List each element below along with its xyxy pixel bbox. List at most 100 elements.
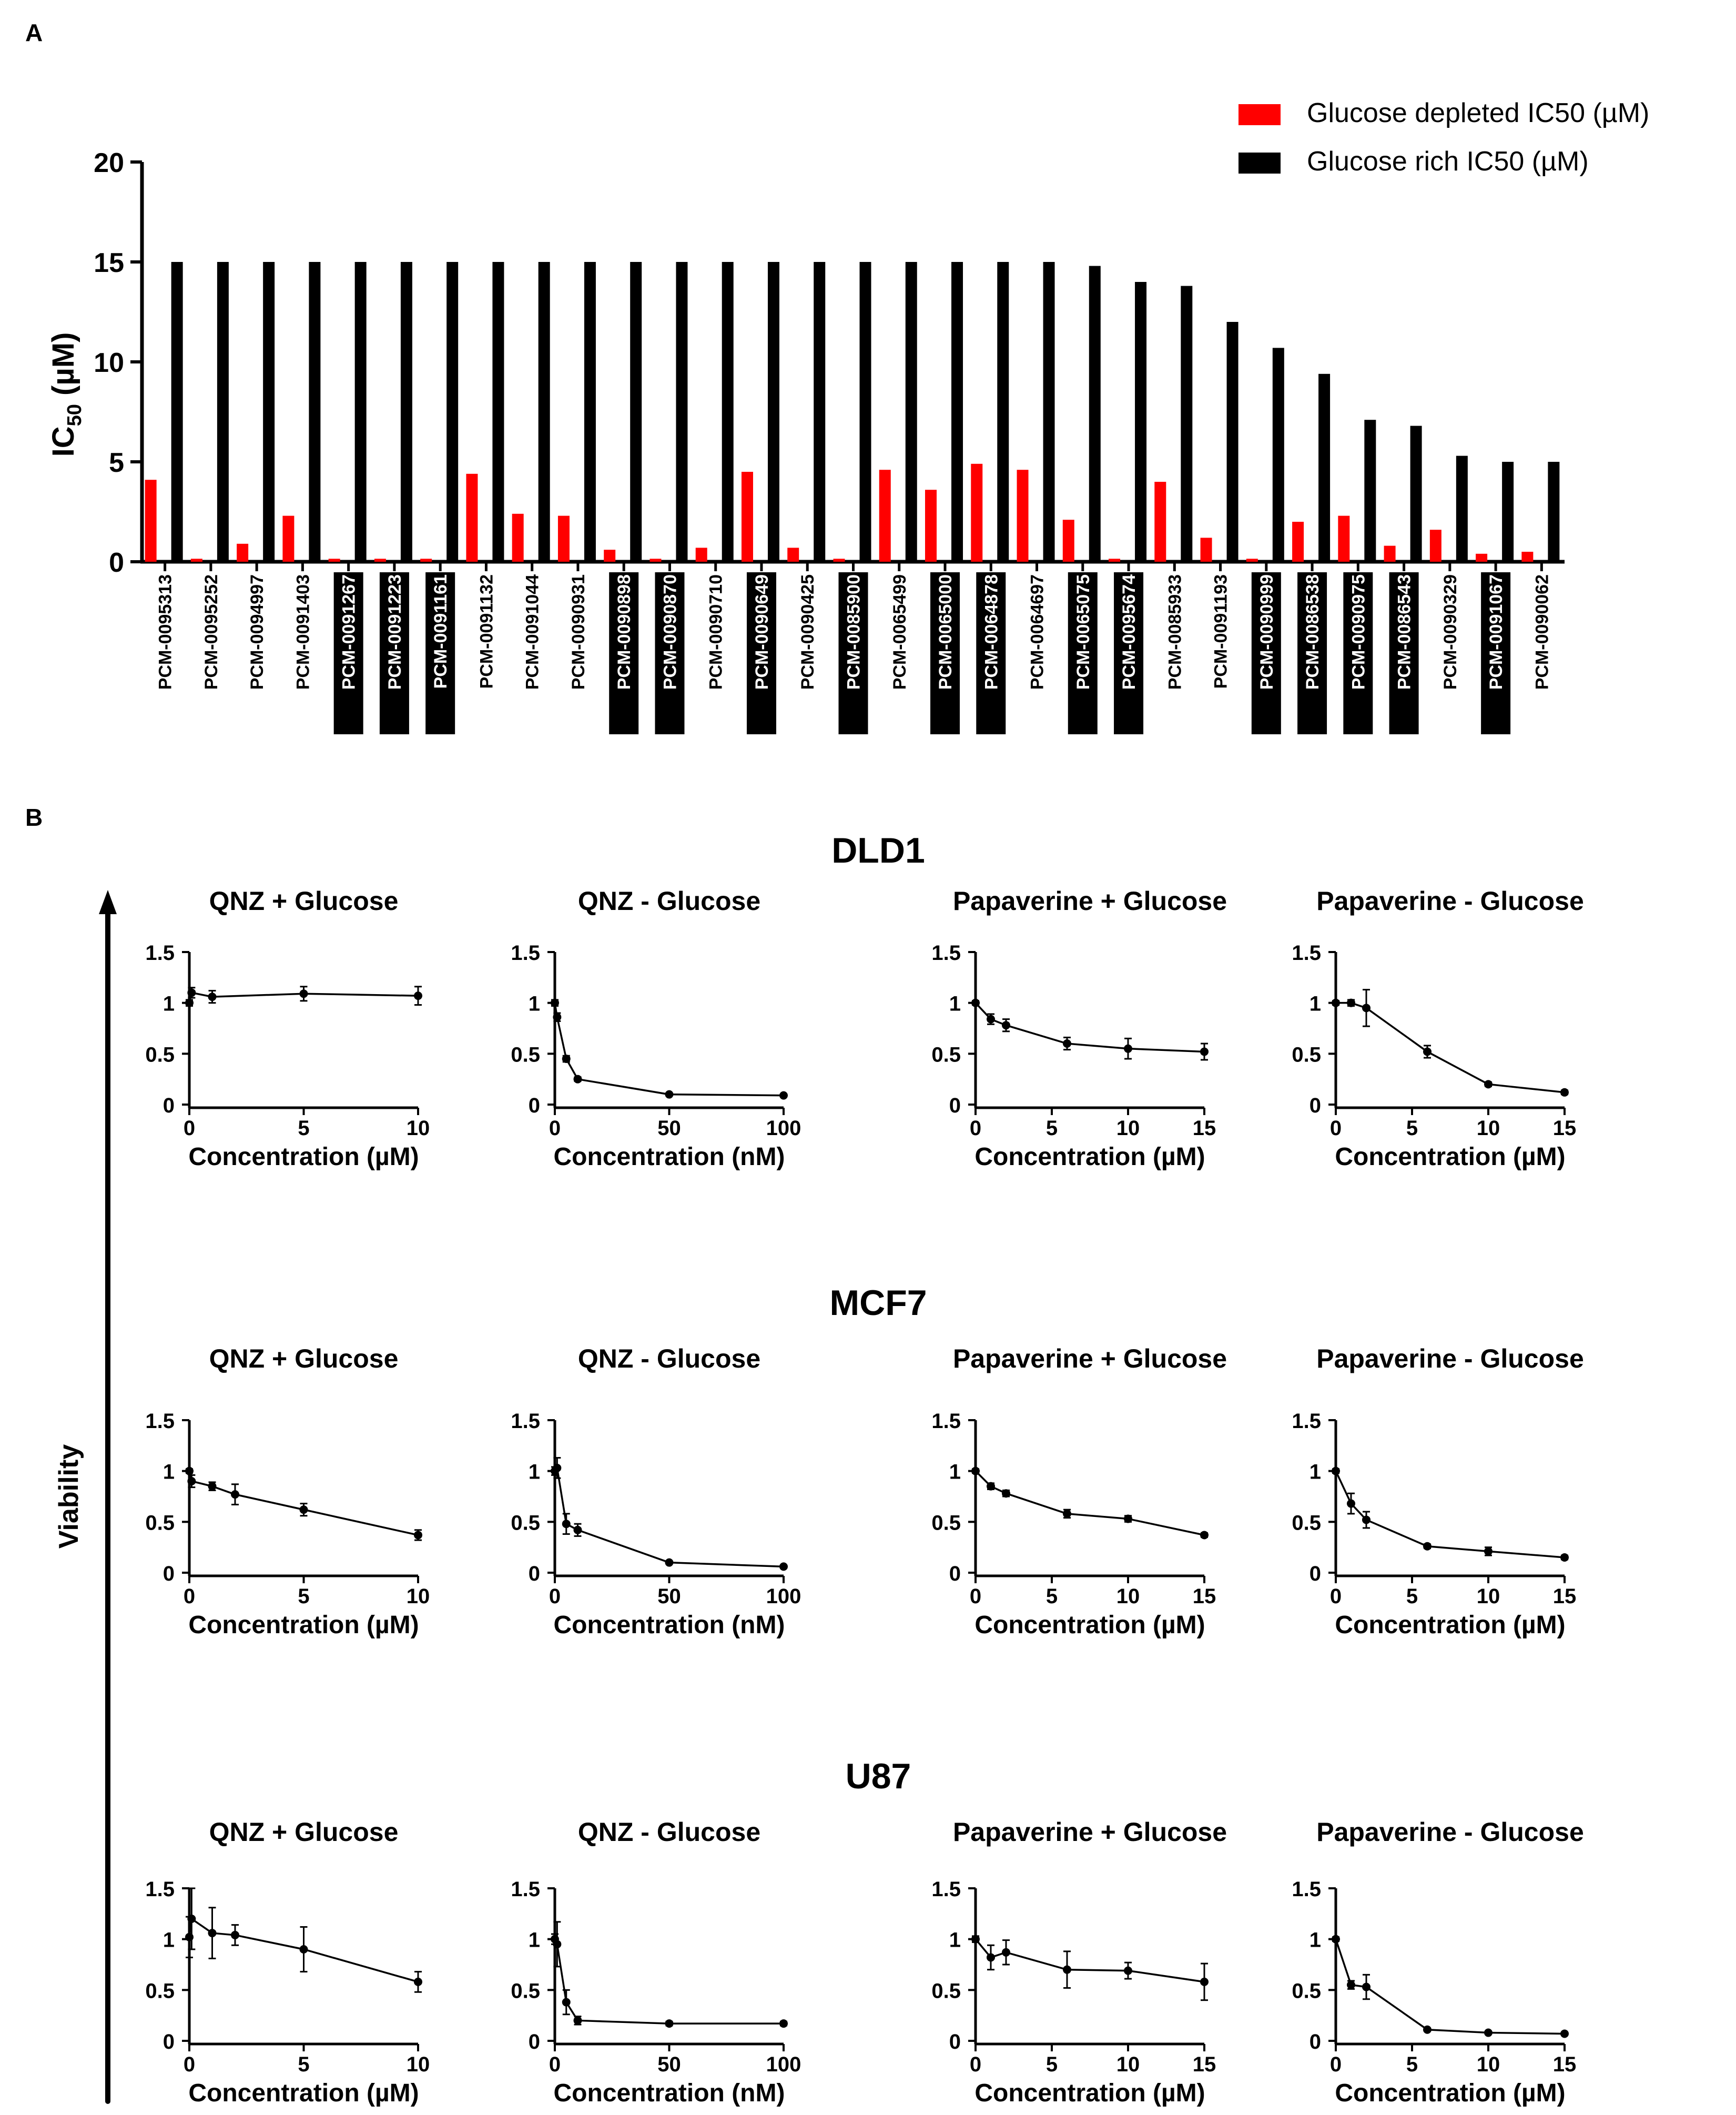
subplot-y-tick-label: 1 bbox=[163, 993, 175, 1016]
bar-depleted bbox=[1384, 545, 1396, 562]
bar-rich bbox=[217, 262, 229, 562]
subplot-y-tick-label: 0 bbox=[949, 1562, 961, 1585]
bar-depleted bbox=[374, 559, 386, 562]
data-point bbox=[208, 1482, 217, 1491]
subplot-y-tick-label: 0 bbox=[529, 1562, 540, 1585]
data-point bbox=[299, 1505, 308, 1514]
subplot-x-tick-label: 50 bbox=[657, 1117, 681, 1140]
data-point bbox=[414, 1977, 422, 1986]
bar-rich bbox=[309, 262, 321, 562]
subplot-title: Papaverine - Glucose bbox=[1316, 886, 1584, 916]
subplot-y-tick-label: 1.5 bbox=[1292, 1878, 1321, 1901]
subplot-y-tick-label: 0.5 bbox=[145, 1043, 175, 1066]
bar-rich bbox=[1135, 282, 1147, 562]
bar-depleted bbox=[1292, 522, 1304, 562]
data-point bbox=[1063, 1509, 1071, 1518]
bar-depleted bbox=[833, 559, 845, 562]
data-point bbox=[1347, 1980, 1355, 1989]
bar-rich bbox=[492, 262, 504, 562]
bar-rich bbox=[538, 262, 550, 562]
subplot-u87-3: Papaverine + Glucose 0 0.5 1 1.5 0 5 10 15 Concen… bbox=[931, 1817, 1227, 2107]
subplot-x-label: Concentration (µM) bbox=[974, 2079, 1205, 2107]
data-point bbox=[187, 1477, 196, 1485]
data-point bbox=[779, 1562, 788, 1571]
bar-rich bbox=[263, 262, 275, 562]
subplot-title: QNZ + Glucose bbox=[209, 1344, 399, 1373]
subplot-y-tick-label: 1.5 bbox=[145, 942, 175, 965]
y-tick-label: 20 bbox=[94, 148, 124, 178]
subplot-y-tick-label: 1 bbox=[1309, 993, 1321, 1016]
category-label: PCM-0095252 bbox=[201, 574, 221, 690]
category-highlight bbox=[379, 572, 409, 734]
bar-depleted bbox=[741, 472, 753, 562]
bar-depleted bbox=[512, 513, 524, 562]
data-point bbox=[1560, 1088, 1569, 1097]
cell-line-title-mcf7: MCF7 bbox=[829, 1283, 927, 1323]
category-label: PCM-0065000 bbox=[936, 574, 956, 690]
bar-depleted bbox=[604, 550, 616, 562]
subplot-x-tick-label: 0 bbox=[1330, 1117, 1342, 1140]
data-point bbox=[779, 1091, 788, 1100]
subplot-y-tick-label: 1.5 bbox=[511, 1878, 540, 1901]
subplot-title: QNZ + Glucose bbox=[209, 1817, 399, 1847]
data-point bbox=[1002, 1489, 1010, 1498]
category-label: PCM-0091161 bbox=[431, 574, 451, 689]
subplot-x-tick-label: 0 bbox=[549, 1585, 561, 1608]
data-point bbox=[1362, 1982, 1370, 1991]
subplot-y-tick-label: 0.5 bbox=[1292, 1043, 1321, 1066]
subplot-x-tick-label: 0 bbox=[549, 1117, 561, 1140]
bar-rich bbox=[1089, 266, 1101, 562]
category-highlight bbox=[1068, 572, 1098, 734]
subplot-y-tick-label: 1 bbox=[1309, 1461, 1321, 1484]
category-label: PCM-0091223 bbox=[385, 574, 405, 690]
subplot-x-tick-label: 5 bbox=[298, 2053, 309, 2076]
subplot-x-tick-label: 15 bbox=[1193, 1585, 1216, 1608]
bar-rich bbox=[1272, 348, 1284, 562]
bar-depleted bbox=[145, 480, 157, 562]
data-point bbox=[1063, 1039, 1071, 1048]
subplot-x-tick-label: 10 bbox=[407, 2053, 430, 2076]
subplot-y-tick-label: 1.5 bbox=[511, 1410, 540, 1433]
data-point bbox=[1332, 1466, 1340, 1475]
subplot-y-tick-label: 0 bbox=[163, 2030, 175, 2053]
bar-depleted bbox=[787, 548, 799, 562]
subplot-x-tick-label: 5 bbox=[1406, 2053, 1418, 2076]
data-point bbox=[1484, 2028, 1493, 2037]
bar-rich bbox=[722, 262, 734, 562]
subplot-mcf7-3: Papaverine + Glucose 0 0.5 1 1.5 0 5 10 15 Concen… bbox=[931, 1344, 1227, 1639]
data-point bbox=[971, 1935, 980, 1944]
category-label: PCM-0090975 bbox=[1348, 574, 1368, 690]
subplot-x-label: Concentration (nM) bbox=[554, 2079, 785, 2107]
category-label: PCM-0091067 bbox=[1486, 574, 1506, 690]
subplot-y-tick-label: 1 bbox=[949, 1461, 961, 1484]
legend: Glucose depleted IC50 (µM) Glucose rich … bbox=[1238, 98, 1649, 177]
data-point bbox=[553, 1463, 562, 1472]
subplot-y-tick-label: 0 bbox=[163, 1094, 175, 1117]
cell-line-title-dld1: DLD1 bbox=[831, 831, 925, 871]
subplot-mcf7-2: QNZ - Glucose 0 0.5 1 1.5 0 50 100 Concentration… bbox=[511, 1344, 801, 1639]
category-label: PCM-0090329 bbox=[1440, 574, 1460, 690]
category-highlight bbox=[655, 572, 685, 734]
subplot-u87-4: Papaverine - Glucose 0 0.5 1 1.5 0 5 10 15 Concen… bbox=[1292, 1817, 1583, 2107]
subplot-y-tick-label: 0 bbox=[529, 1094, 540, 1117]
legend-label-rich: Glucose rich IC50 (µM) bbox=[1307, 146, 1589, 177]
subplot-y-tick-label: 0.5 bbox=[511, 1511, 540, 1534]
subplot-x-tick-label: 10 bbox=[1477, 1585, 1500, 1608]
subplot-u87-1: QNZ + Glucose 0 0.5 1 1.5 0 5 10 Concentration (… bbox=[145, 1817, 430, 2107]
bar-rich bbox=[1456, 456, 1468, 562]
subplot-title: Papaverine - Glucose bbox=[1316, 1344, 1584, 1373]
subplot-x-tick-label: 0 bbox=[1330, 2053, 1342, 2076]
subplot-x-label: Concentration (µM) bbox=[1335, 2079, 1565, 2107]
category-label: PCM-0090649 bbox=[752, 574, 772, 690]
subplot-x-tick-label: 15 bbox=[1553, 1585, 1577, 1608]
bar-rich bbox=[1043, 262, 1055, 562]
subplot-x-label: Concentration (µM) bbox=[188, 2079, 419, 2107]
bar-depleted bbox=[1200, 538, 1212, 562]
data-point bbox=[1332, 1935, 1340, 1944]
data-point bbox=[1362, 1515, 1370, 1524]
bar-rich bbox=[767, 262, 779, 562]
subplot-x-tick-label: 100 bbox=[766, 2053, 801, 2076]
data-point bbox=[299, 989, 308, 998]
